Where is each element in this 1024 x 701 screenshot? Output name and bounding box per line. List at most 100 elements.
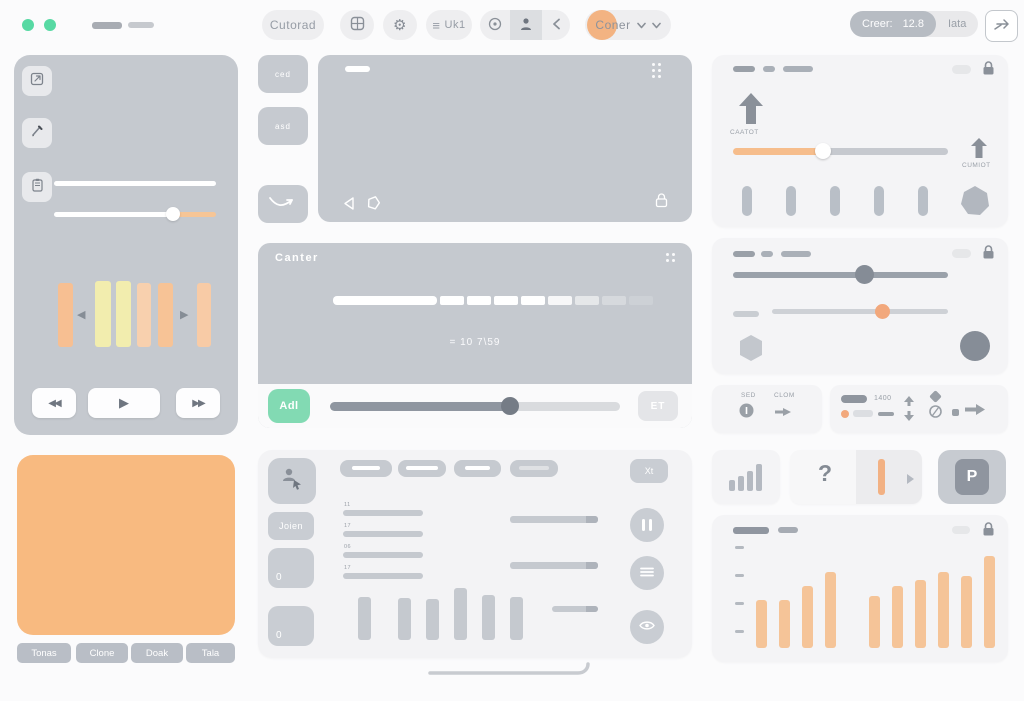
joien-button[interactable]: Joien (268, 512, 314, 540)
arrow-down-icon[interactable] (903, 408, 915, 426)
coner-accent-circle (587, 10, 617, 40)
coner-dropdown[interactable]: Coner (585, 10, 671, 40)
back-button[interactable] (542, 10, 570, 40)
stats-card[interactable] (712, 450, 780, 504)
sliders-panel (712, 238, 1008, 374)
cutorad-button[interactable]: Cutorad (262, 10, 324, 40)
pentagon-icon[interactable] (366, 195, 381, 216)
play-button[interactable]: ▶ (88, 388, 160, 418)
tab-pill-1[interactable] (340, 460, 392, 477)
seek-back-icon[interactable]: ◀ (77, 309, 86, 321)
toggle[interactable] (952, 526, 970, 534)
xt-label: Xt (644, 466, 654, 476)
orange-canvas[interactable] (17, 455, 235, 635)
panel-title: Canter (275, 252, 319, 264)
rewind-icon: ◀◀ (48, 397, 61, 409)
clip-bar[interactable] (197, 283, 211, 347)
traffic-dot-2[interactable] (44, 19, 56, 31)
tab-pill-3[interactable] (454, 460, 501, 477)
grid-button[interactable] (340, 10, 374, 40)
chart-bar (779, 600, 790, 648)
info-icon[interactable] (739, 403, 754, 423)
xt-button[interactable]: Xt (630, 459, 668, 483)
tab-pill-2[interactable] (398, 460, 446, 477)
zero-label: 0 (276, 630, 282, 641)
zero-button-1[interactable]: 0 (268, 548, 314, 588)
play-outline-icon[interactable] (342, 196, 357, 216)
grid-dots-icon[interactable] (652, 63, 661, 78)
clip-bar[interactable] (95, 281, 111, 347)
zero-button-2[interactable]: 0 (268, 606, 314, 646)
slider-thumb[interactable] (855, 265, 874, 284)
tonas-button[interactable]: Tonas (17, 643, 71, 663)
pen-tool-button[interactable] (22, 118, 52, 148)
tala-button[interactable]: Tala (186, 643, 235, 663)
target-icon (488, 17, 502, 34)
p-badge: P (955, 459, 989, 495)
left-tool-panel: ◀ ▶ ◀◀ ▶ ▶▶ (14, 55, 238, 435)
segmented-progress-bar[interactable] (333, 296, 663, 305)
add-button[interactable]: Adl (268, 389, 310, 423)
clip-bar[interactable] (58, 283, 73, 347)
orange-slider[interactable] (733, 143, 948, 159)
slider-thumb[interactable] (815, 143, 831, 159)
pause-button[interactable] (630, 508, 664, 542)
arrow-up-icon[interactable] (903, 393, 915, 411)
select-tool-button[interactable] (22, 66, 52, 96)
et-button[interactable]: ET (638, 391, 678, 421)
dark-slider[interactable] (733, 265, 948, 284)
clone-button[interactable]: Clone (76, 643, 128, 663)
clipboard-icon (31, 178, 44, 197)
clipboard-tool-button[interactable] (22, 172, 52, 202)
hexagon-icon[interactable] (736, 333, 766, 368)
dash (778, 527, 798, 533)
help-card[interactable]: ? (790, 450, 922, 504)
clip-bar[interactable] (116, 281, 131, 347)
slider-thumb[interactable] (501, 397, 519, 415)
traffic-dot-1[interactable] (22, 19, 34, 31)
ced-button[interactable]: ced (258, 55, 308, 93)
tab-pill-4[interactable] (510, 460, 558, 477)
slider-track (772, 309, 948, 314)
row-bar (343, 531, 423, 537)
fast-forward-button[interactable]: ▶▶ (176, 388, 220, 418)
settings-button[interactable]: ⚙ (383, 10, 417, 40)
toggle[interactable] (952, 65, 971, 74)
upload-label-2: CUMIOT (962, 162, 991, 169)
slider-thumb-orange[interactable] (875, 304, 890, 319)
diamond-icon[interactable] (929, 390, 942, 403)
toggle[interactable] (952, 249, 971, 258)
arrow-right-icon[interactable] (774, 405, 792, 423)
p-card[interactable]: P (938, 450, 1006, 504)
user-button[interactable] (510, 10, 542, 40)
seek-forward-icon[interactable]: ▶ (180, 309, 189, 321)
slider-2[interactable] (54, 207, 216, 221)
clip-bar[interactable] (158, 283, 173, 347)
clip-bar[interactable] (137, 283, 151, 347)
record-circle-button[interactable] (960, 331, 990, 361)
asd-button[interactable]: asd (258, 107, 308, 145)
list-uk-button[interactable]: ≡ Uk1 (426, 10, 472, 40)
arrow-right-icon[interactable] (964, 402, 986, 422)
menu-button[interactable] (630, 556, 664, 590)
circle-slash-icon[interactable] (929, 405, 942, 423)
swoosh-button[interactable] (258, 185, 308, 223)
orange-thumb-slider[interactable] (772, 304, 948, 319)
footer-slider[interactable] (330, 397, 620, 415)
hexagon-icon[interactable] (958, 184, 992, 223)
lock-icon (655, 193, 668, 213)
doak-button[interactable]: Doak (131, 643, 183, 663)
wide-bar (510, 562, 598, 569)
slider-thumb[interactable] (166, 207, 180, 221)
upload-arrow-small-icon[interactable] (970, 137, 988, 164)
eye-button[interactable] (630, 610, 664, 644)
user-select-button[interactable] (268, 458, 316, 504)
upload-arrow-icon[interactable] (737, 92, 765, 131)
target-button[interactable] (480, 10, 510, 40)
slider-track-1[interactable] (54, 181, 216, 186)
expand-icon[interactable] (666, 253, 675, 262)
send-button[interactable] (985, 10, 1018, 42)
slider-fill-orange (174, 212, 216, 217)
horizontal-scrollbar[interactable] (428, 662, 592, 681)
rewind-button[interactable]: ◀◀ (32, 388, 76, 418)
